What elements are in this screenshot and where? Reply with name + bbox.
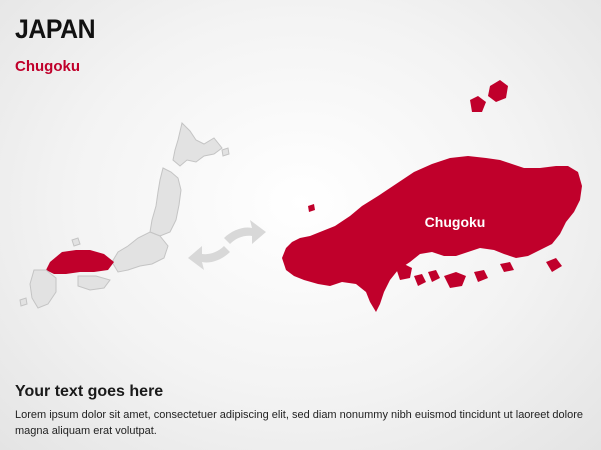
island-shape [221, 147, 230, 157]
island-shape [446, 160, 456, 170]
arrow-left-icon [188, 246, 230, 270]
island-shape [428, 270, 440, 282]
oki-island-shape [470, 96, 486, 112]
honshu-north-shape [149, 167, 182, 237]
island-shape [474, 270, 488, 282]
honshu-central-shape [111, 231, 169, 273]
arrow-right-icon [224, 220, 266, 244]
mini-chugoku-shape [46, 250, 114, 274]
island-shape [308, 204, 315, 212]
shikoku-shape [77, 275, 111, 291]
chugoku-mainland-shape [282, 156, 582, 312]
island-shape [71, 237, 81, 247]
hokkaido-shape [172, 122, 223, 167]
page-subtitle: Chugoku [15, 58, 80, 75]
island-shape [444, 272, 466, 288]
island-shape [396, 264, 412, 280]
kyushu-shape [29, 269, 57, 309]
content-body: Lorem ipsum dolor sit amet, consectetuer… [15, 409, 584, 437]
island-shape [500, 262, 514, 272]
page-title: JAPAN [15, 14, 96, 44]
chugoku-region-map [282, 80, 582, 312]
text-block: Your text goes here Lorem ipsum dolor si… [15, 383, 590, 439]
island-shape [546, 258, 562, 272]
japan-map [19, 122, 230, 309]
island-shape [19, 297, 28, 307]
region-label: Chugoku [424, 214, 486, 230]
oki-island-shape [488, 80, 508, 102]
transfer-arrows-icon [188, 220, 266, 270]
island-shape [414, 274, 426, 286]
content-heading: Your text goes here [15, 383, 164, 400]
